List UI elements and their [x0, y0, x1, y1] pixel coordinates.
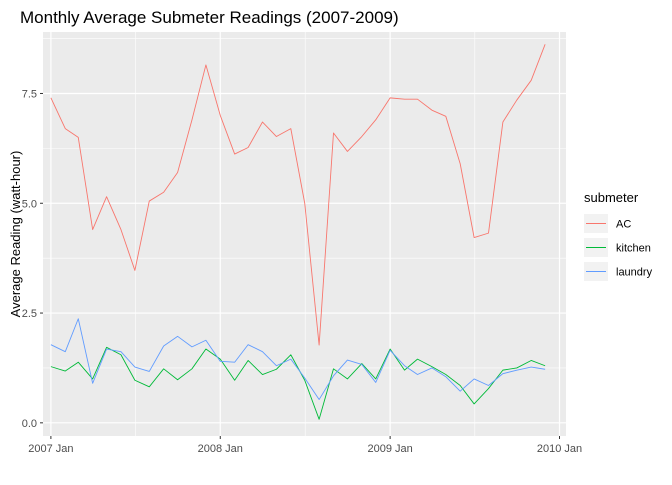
series-line-AC [50, 44, 546, 346]
legend-label-AC: AC [616, 219, 631, 231]
plot-background [43, 32, 566, 436]
y-axis: 0.0 2.5 5.0 7.5 [22, 88, 43, 430]
x-axis: 2007 Jan 2008 Jan 2009 Jan 2010 Jan [28, 436, 582, 455]
x-tick-label: 2009 Jan [367, 443, 412, 455]
legend-title: submeter [584, 190, 639, 205]
chart-title: Monthly Average Submeter Readings (2007-… [20, 8, 399, 27]
y-axis-label: Average Reading (watt-hour) [8, 151, 23, 318]
y-tick-label: 0.0 [22, 418, 37, 430]
grid-major [43, 32, 566, 436]
x-tick-label: 2007 Jan [28, 443, 73, 455]
legend-label-kitchen: kitchen [616, 243, 651, 255]
y-tick-label: 7.5 [22, 88, 37, 100]
grid-minor [43, 32, 566, 436]
legend: submeter AC kitchen laundry [584, 190, 653, 281]
series-line-laundry [50, 318, 546, 400]
series-lines [50, 44, 546, 420]
y-tick-label: 2.5 [22, 308, 37, 320]
x-tick-label: 2010 Jan [537, 443, 582, 455]
y-tick-label: 5.0 [22, 198, 37, 210]
x-tick-label: 2008 Jan [198, 443, 243, 455]
legend-label-laundry: laundry [616, 267, 653, 279]
